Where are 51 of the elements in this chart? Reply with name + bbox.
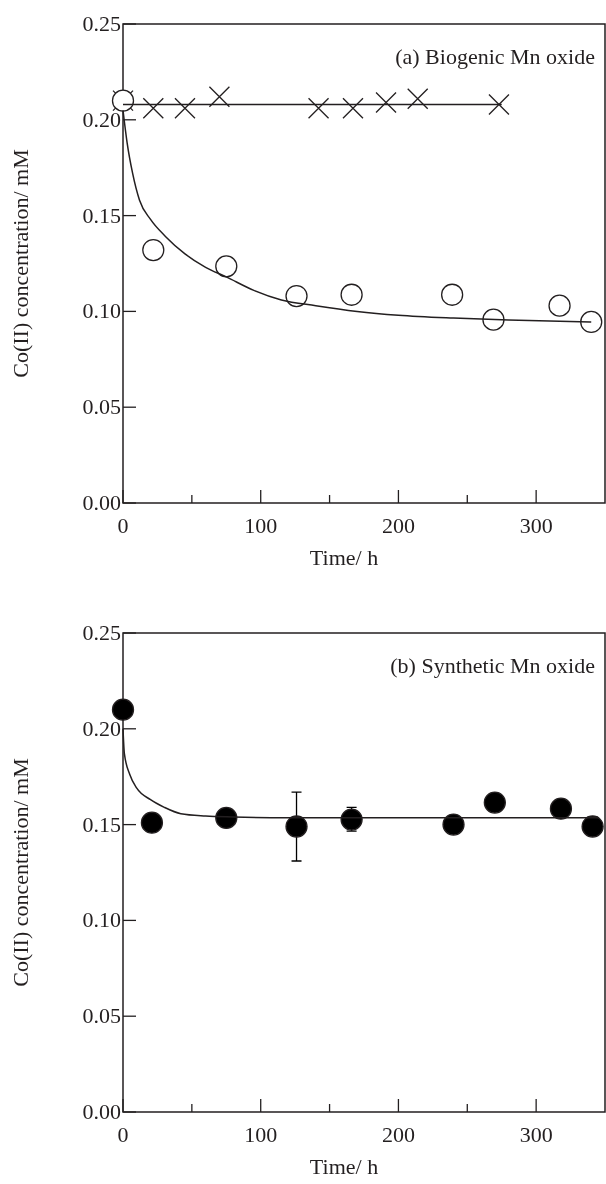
y-tick-label: 0.00 — [82, 1099, 121, 1124]
point — [581, 815, 604, 838]
point — [440, 283, 464, 306]
y-tick-label: 0.05 — [82, 1003, 121, 1029]
point — [142, 97, 164, 119]
x-tick-label: 300 — [519, 513, 553, 538]
point — [142, 238, 165, 262]
y-tick-label: 0.15 — [82, 202, 121, 228]
point — [140, 811, 164, 834]
point — [548, 294, 571, 317]
point — [285, 815, 308, 838]
point — [488, 93, 510, 116]
y-tick-label: 0.20 — [82, 106, 121, 132]
point — [340, 808, 363, 831]
point — [285, 284, 308, 308]
x-tick-label: 200 — [381, 1122, 415, 1147]
y-tick-label: 0.25 — [82, 11, 121, 36]
y-tick-label: 0.05 — [82, 394, 121, 420]
x-tick-label: 300 — [519, 1122, 553, 1147]
y-tick-label: 0.25 — [82, 620, 121, 645]
point — [111, 698, 135, 721]
point — [375, 91, 397, 114]
point — [442, 813, 465, 836]
y-tick-label: 0.10 — [82, 907, 121, 933]
point — [580, 310, 603, 334]
y-tick-label: 0.20 — [82, 715, 121, 741]
x-tick-label: 100 — [244, 513, 278, 538]
point — [174, 97, 196, 119]
text: (a) Biogenic Mn oxide — [395, 44, 595, 69]
y-tick-label: 0.15 — [82, 811, 121, 837]
point — [482, 308, 505, 331]
y-tick-label: 0.10 — [82, 298, 121, 324]
point — [208, 86, 231, 108]
point — [215, 255, 238, 278]
point — [307, 97, 330, 119]
point — [342, 97, 364, 119]
x-tick-label: 100 — [244, 1122, 278, 1147]
y-tick-label: 0.00 — [82, 490, 121, 515]
x-axis-title: Time/ h — [309, 1154, 379, 1179]
point — [407, 88, 429, 110]
y-axis-title: Co(II) concentration/ mM — [8, 149, 33, 378]
y-axis-title: Co(II) concentration/ mM — [8, 758, 33, 987]
text: (b) Synthetic Mn oxide — [390, 653, 595, 678]
point — [483, 791, 506, 814]
point — [340, 283, 363, 306]
x-tick-label: 200 — [381, 513, 415, 538]
point — [215, 806, 238, 830]
x-axis-title: Time/ h — [309, 545, 379, 570]
x-tick-label: 0 — [117, 513, 129, 538]
point — [549, 797, 573, 820]
x-tick-label: 0 — [117, 1122, 129, 1147]
